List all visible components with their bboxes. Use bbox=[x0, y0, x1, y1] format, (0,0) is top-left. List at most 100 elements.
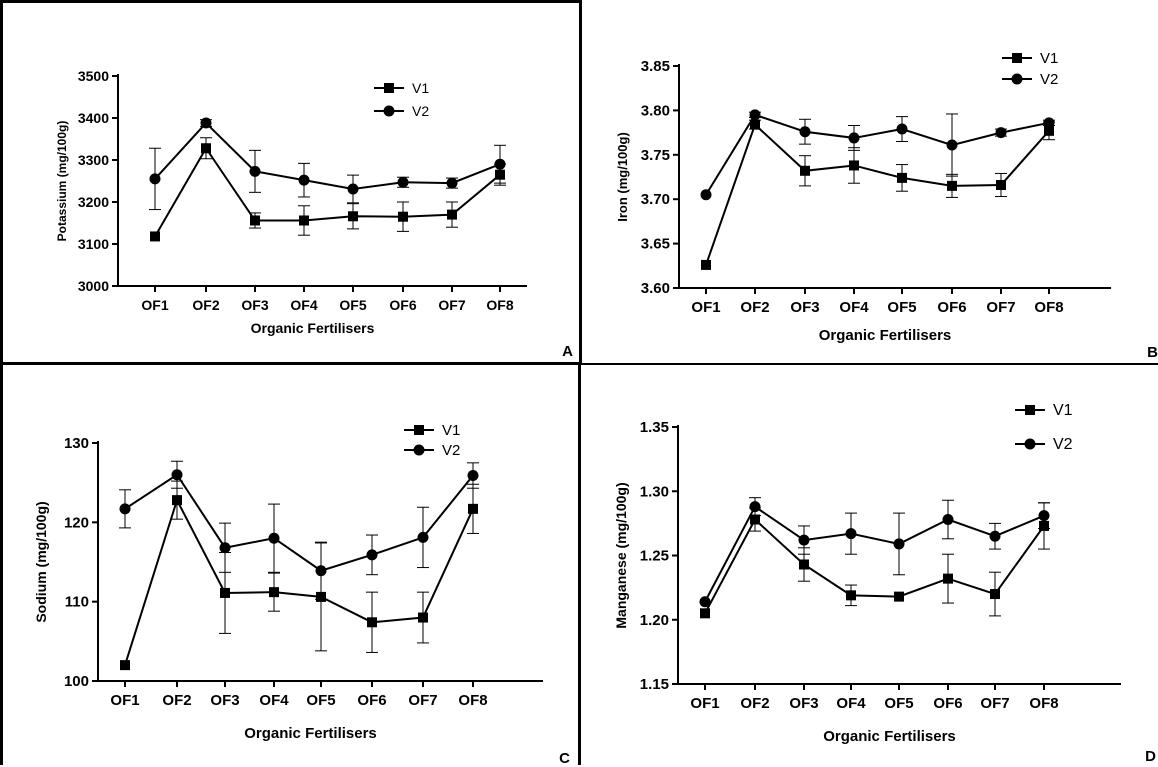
data-point-v1 bbox=[750, 119, 760, 130]
data-point-v1 bbox=[172, 495, 182, 506]
data-point-v1 bbox=[897, 172, 907, 183]
legend-label-v2: V2 bbox=[412, 103, 429, 119]
x-tick-label: OF6 bbox=[937, 299, 966, 316]
y-axis-label: Potassium (mg/100g) bbox=[55, 121, 69, 242]
panel-c: 100 110 120 130 OF1 OF2 OF3 OF4 OF5 OF6 OF7 OF8 Orga… bbox=[0, 365, 581, 767]
x-tick-label: OF4 bbox=[836, 695, 866, 712]
data-point-v2 bbox=[446, 177, 458, 189]
y-tick-label: 3300 bbox=[78, 152, 109, 168]
data-point-v1 bbox=[299, 215, 309, 226]
panel-letter-b: B bbox=[1147, 344, 1158, 361]
x-tick-label: OF7 bbox=[980, 695, 1009, 712]
data-point-v1 bbox=[947, 180, 957, 191]
data-point-v1 bbox=[398, 211, 408, 222]
data-point-v1 bbox=[943, 573, 953, 584]
data-point-v2 bbox=[699, 596, 711, 608]
data-point-v1 bbox=[150, 231, 160, 242]
data-point-v1 bbox=[800, 165, 810, 176]
x-tick-label: OF1 bbox=[690, 695, 719, 712]
data-point-v2 bbox=[946, 139, 958, 151]
x-tick-label: OF3 bbox=[790, 299, 819, 316]
y-tick-label: 100 bbox=[64, 673, 89, 690]
x-tick-label: OF7 bbox=[408, 692, 437, 709]
x-axis-label: Organic Fertilisers bbox=[823, 728, 956, 745]
panel-d: 1.15 1.20 1.25 1.30 1.35 OF1 OF2 OF3 OF4 OF5 OF6 OF… bbox=[581, 365, 1158, 765]
series-line-v2 bbox=[154, 121, 501, 190]
x-tick-label: OF8 bbox=[458, 692, 487, 709]
y-tick-label: 1.20 bbox=[640, 612, 669, 629]
data-point-v2 bbox=[799, 126, 811, 138]
x-tick-label: OF2 bbox=[192, 297, 219, 313]
data-point-v2 bbox=[845, 528, 857, 540]
x-tick-label: OF5 bbox=[339, 297, 366, 313]
data-point-v2 bbox=[989, 530, 1001, 542]
x-tick-label: OF3 bbox=[210, 692, 239, 709]
x-tick-label: OF1 bbox=[141, 297, 168, 313]
series-line-v2 bbox=[705, 113, 1050, 196]
data-point-v2 bbox=[995, 127, 1007, 139]
x-tick-label: OF6 bbox=[933, 695, 962, 712]
y-tick-label: 1.25 bbox=[640, 548, 669, 565]
data-point-v1 bbox=[1044, 125, 1054, 136]
legend-marker-circle bbox=[413, 444, 425, 456]
series-line-v1 bbox=[704, 517, 1045, 614]
panel-letter-d: D bbox=[1145, 748, 1156, 765]
y-tick-label: 3.60 bbox=[641, 280, 670, 297]
data-point-v2 bbox=[298, 174, 310, 186]
y-tick-label: 3.75 bbox=[641, 147, 670, 164]
legend-marker-square bbox=[1012, 53, 1022, 63]
series-line-v2 bbox=[704, 505, 1045, 603]
x-tick-label: OF7 bbox=[986, 299, 1015, 316]
data-point-v2 bbox=[200, 117, 212, 129]
data-point-v2 bbox=[397, 176, 409, 188]
data-point-v1 bbox=[894, 591, 904, 602]
x-tick-label: OF8 bbox=[1034, 299, 1063, 316]
x-axis-label: Organic Fertilisers bbox=[244, 725, 377, 742]
y-axis-label: Sodium (mg/100g) bbox=[33, 501, 49, 622]
chart-b: 3.60 3.65 3.70 3.75 3.80 3.85 OF1 OF2 OF3 OF4 OF5 O… bbox=[615, 50, 1111, 344]
panel-letter-c: C bbox=[559, 750, 570, 767]
x-tick-label: OF5 bbox=[887, 299, 916, 316]
data-point-v2 bbox=[896, 123, 908, 135]
data-point-v1 bbox=[990, 589, 1000, 600]
y-tick-label: 110 bbox=[65, 594, 89, 611]
y-axis-label: Manganese (mg/100g) bbox=[613, 482, 629, 628]
data-point-v1 bbox=[250, 215, 260, 226]
data-point-v1 bbox=[269, 587, 279, 598]
x-tick-label: OF8 bbox=[1029, 695, 1058, 712]
x-axis-label: Organic Fertilisers bbox=[819, 327, 952, 344]
x-tick-label: OF2 bbox=[740, 695, 769, 712]
panel-letter-a: A bbox=[562, 343, 573, 360]
legend-label-v1: V1 bbox=[1040, 50, 1058, 67]
data-point-v2 bbox=[171, 469, 183, 481]
legend-label-v2: V2 bbox=[1040, 71, 1058, 88]
data-point-v2 bbox=[268, 532, 280, 544]
data-point-v2 bbox=[1038, 510, 1050, 522]
y-tick-label: 1.30 bbox=[640, 483, 669, 500]
data-point-v2 bbox=[315, 565, 327, 577]
x-tick-label: OF3 bbox=[789, 695, 818, 712]
data-point-v1 bbox=[220, 587, 230, 598]
data-point-v1 bbox=[348, 211, 358, 222]
data-point-v1 bbox=[846, 590, 856, 601]
x-tick-label: OF5 bbox=[884, 695, 913, 712]
data-point-v1 bbox=[799, 559, 809, 570]
panel-b: 3.60 3.65 3.70 3.75 3.80 3.85 OF1 OF2 OF3 OF4 OF5 O… bbox=[579, 10, 1158, 365]
data-point-v1 bbox=[996, 179, 1006, 190]
y-axis-label: Iron (mg/100g) bbox=[615, 132, 630, 222]
y-tick-label: 3.65 bbox=[641, 236, 670, 253]
data-point-v2 bbox=[700, 189, 712, 201]
legend-label-v1: V1 bbox=[412, 80, 429, 96]
legend-label-v1: V1 bbox=[1053, 402, 1073, 419]
x-tick-label: OF7 bbox=[438, 297, 465, 313]
data-point-v2 bbox=[467, 470, 479, 482]
y-tick-label: 120 bbox=[64, 514, 89, 531]
x-tick-label: OF6 bbox=[389, 297, 416, 313]
y-tick-label: 3.80 bbox=[641, 102, 670, 119]
data-point-v2 bbox=[219, 542, 231, 554]
legend-marker-circle bbox=[1024, 438, 1036, 450]
series-line-v1 bbox=[705, 122, 1050, 266]
legend-marker-circle bbox=[383, 105, 395, 117]
data-point-v2 bbox=[347, 183, 359, 195]
x-tick-label: OF1 bbox=[691, 299, 720, 316]
